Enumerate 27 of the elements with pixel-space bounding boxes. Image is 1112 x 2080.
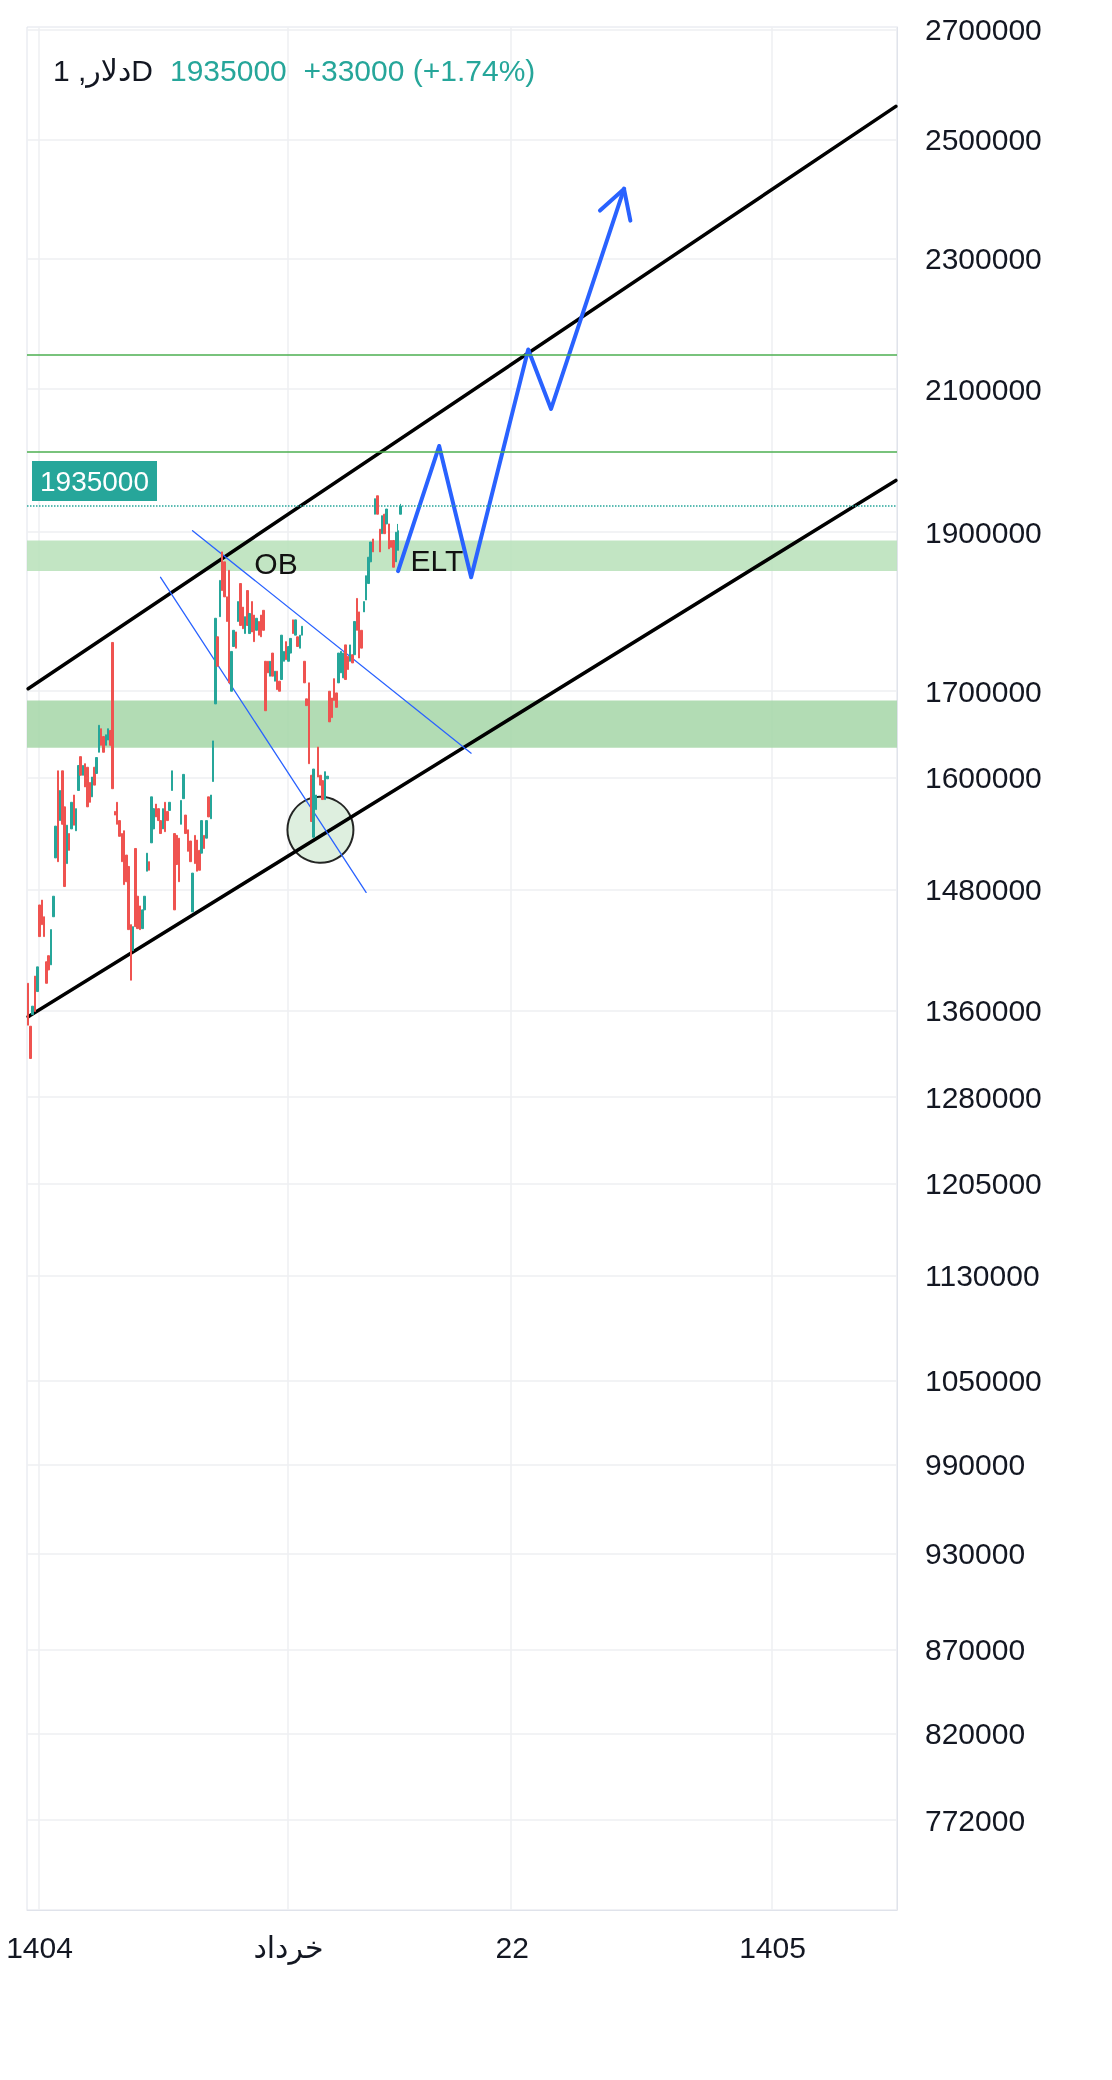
y-tick-label: 1480000	[925, 872, 1042, 906]
y-tick-label: 2500000	[925, 123, 1042, 157]
annotation: OB	[254, 546, 298, 580]
y-tick-label: 2300000	[925, 242, 1042, 276]
y-tick-label: 990000	[925, 1447, 1026, 1481]
x-tick-label: 1404	[6, 1930, 73, 1964]
y-tick-label: 820000	[925, 1717, 1026, 1751]
y-tick-label: 870000	[925, 1632, 1026, 1666]
text: 1935000 +33000 (+1.74%)	[170, 53, 536, 87]
y-tick-label: 772000	[925, 1803, 1026, 1837]
y-tick-label: 1130000	[925, 1258, 1040, 1292]
x-tick-label: خرداد	[253, 1930, 324, 1965]
x-tick-label: 1405	[739, 1930, 806, 1964]
text: دلار, 1D	[53, 53, 153, 88]
y-tick-label: 930000	[925, 1537, 1026, 1571]
y-tick-label: 1600000	[925, 761, 1042, 795]
ref-line-label: 1935000	[40, 465, 150, 497]
y-tick-label: 1900000	[925, 515, 1042, 549]
y-tick-label: 1280000	[925, 1080, 1042, 1114]
x-tick-label: 22	[495, 1930, 529, 1964]
y-tick-label: 1050000	[925, 1363, 1042, 1397]
y-tick-label: 1360000	[925, 993, 1042, 1027]
annotation: ELT	[410, 543, 464, 577]
y-tick-label: 2700000	[925, 13, 1042, 47]
y-tick-label: 1700000	[925, 674, 1042, 708]
y-tick-label: 1205000	[925, 1166, 1042, 1200]
y-tick-label: 2100000	[925, 372, 1042, 406]
